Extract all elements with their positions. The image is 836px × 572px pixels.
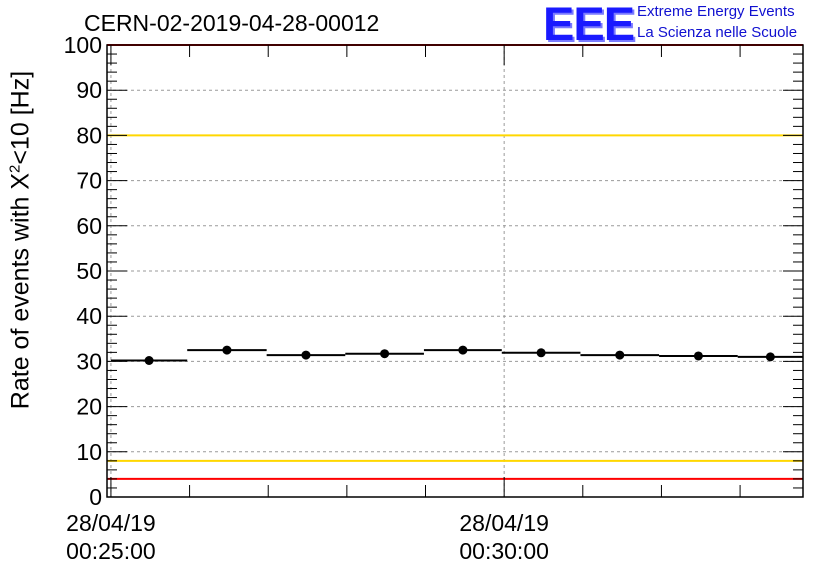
data-point: [144, 355, 154, 365]
chart-title: CERN-02-2019-04-28-00012: [84, 10, 380, 36]
y-tick-label: 60: [76, 213, 102, 239]
x-tick-date-label: 28/04/19: [66, 510, 156, 536]
data-point: [536, 348, 546, 358]
y-tick-label: 20: [76, 394, 102, 420]
x-tick-date-label: 28/04/19: [459, 510, 549, 536]
y-tick-label: 30: [76, 348, 102, 374]
y-tick-label: 70: [76, 168, 102, 194]
y-tick-label: 10: [76, 439, 102, 465]
y-tick-label: 40: [76, 303, 102, 329]
x-tick-time-label: 00:25:00: [66, 538, 156, 564]
data-point: [222, 345, 232, 355]
y-tick-label: 90: [76, 77, 102, 103]
y-tick-label: 0: [89, 484, 102, 510]
data-point: [693, 351, 703, 361]
data-point: [765, 352, 775, 362]
y-axis-label: Rate of events with X2<10 [Hz]: [6, 70, 35, 410]
logo-line-1: Extreme Energy Events: [637, 3, 795, 20]
data-point: [301, 350, 311, 360]
data-point: [458, 345, 468, 355]
y-tick-label: 80: [76, 122, 102, 148]
x-tick-time-label: 00:30:00: [459, 538, 549, 564]
data-point: [380, 349, 390, 359]
y-tick-label: 50: [76, 258, 102, 284]
eee-logo: EEE: [543, 0, 635, 50]
logo-line-2: La Scienza nelle Scuole: [637, 24, 798, 41]
y-tick-label: 100: [64, 32, 102, 58]
data-point: [615, 350, 625, 360]
